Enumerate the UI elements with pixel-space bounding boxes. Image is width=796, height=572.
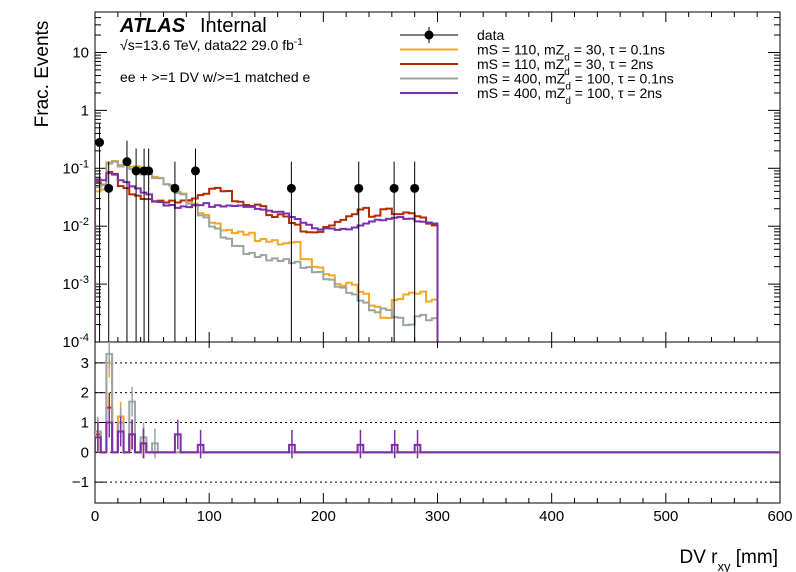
y-tick-exp: -3 [79, 274, 89, 286]
atlas-status: Internal [200, 15, 267, 37]
ratio-tick-label: −1 [72, 474, 89, 491]
data-point [95, 137, 105, 147]
energy-label: √s=13.6 TeV, data22 29.0 fb-1 [120, 37, 303, 54]
ratio-tick-label: 0 [81, 444, 89, 461]
y-tick-exp: -1 [79, 158, 89, 170]
y-tick-label: 10-2 [63, 216, 89, 235]
ratio-series-line [95, 352, 780, 454]
data-point [170, 183, 180, 193]
selection-label: ee + >=1 DV w/>=1 matched e [120, 69, 311, 85]
legend-label-part: = 30, τ = 2ns [570, 56, 653, 72]
x-tick-label: 0 [91, 508, 99, 525]
legend-label-sub: d [565, 96, 571, 107]
legend-label: mS = 400, mZd = 100, τ = 2ns [477, 85, 662, 107]
series-line [95, 160, 439, 342]
x-tick-label: 400 [539, 508, 564, 525]
series-line [95, 172, 439, 342]
legend-label-part: mS = 400, mZ [477, 85, 566, 101]
labels: Frac. Events DV rxy [mm] ATLAS Internal … [32, 15, 778, 572]
x-tick-label: 600 [767, 508, 792, 525]
x-tick-label: 500 [653, 508, 678, 525]
legend-label-part: = 30, τ = 0.1ns [570, 42, 665, 58]
series-group [95, 123, 439, 342]
y-tick-label: 1 [81, 102, 89, 119]
y-tick-base: 10 [63, 218, 80, 235]
legend-label-sub: d [564, 52, 570, 63]
ratio-tick-label: 2 [81, 385, 89, 402]
data-point [354, 183, 364, 193]
y-tick-base: 10 [63, 334, 80, 351]
ratio-group [95, 342, 780, 459]
ratio-frame [94, 341, 781, 504]
data-point [410, 183, 420, 193]
legend-label-sub: d [564, 67, 570, 78]
legend-label: mS = 110, mZd = 30, τ = 0.1ns [477, 42, 665, 64]
legend-label-part: = 100, τ = 2ns [571, 85, 662, 101]
legend-label: mS = 400, mZd = 100, τ = 0.1ns [477, 71, 674, 93]
data-point [104, 183, 114, 193]
x-tick-label: 300 [425, 508, 450, 525]
y-tick-exp: -2 [79, 216, 89, 228]
legend-label-part: mS = 400, mZ [477, 71, 566, 87]
legend-label-part: mS = 110, mZ [477, 42, 565, 58]
ratio-series-line [95, 361, 780, 454]
y-tick-label: 10-3 [63, 274, 89, 293]
legend-label-data: data [477, 27, 504, 43]
data-point [144, 166, 154, 176]
y-tick-label: 10-1 [63, 158, 89, 177]
x-axis-label: DV rxy [mm] [680, 547, 779, 572]
legend-label-sub: d [565, 81, 571, 92]
legend-label: mS = 110, mZd = 30, τ = 2ns [477, 56, 653, 78]
y-tick-label: 10 [72, 44, 89, 61]
ratio-series-line [95, 421, 780, 454]
atlas-label: ATLAS [119, 15, 186, 37]
legend-label-part: = 100, τ = 0.1ns [571, 71, 674, 87]
y-tick-label: 10-4 [63, 332, 89, 351]
x-tick-label: 100 [197, 508, 222, 525]
ratio-tick-label: 1 [81, 415, 89, 432]
y-tick-exp: -4 [79, 332, 89, 344]
legend-label-part: mS = 110, mZ [477, 56, 565, 72]
y-axis-label: Frac. Events [32, 21, 53, 128]
data-point [389, 183, 399, 193]
y-tick-base: 10 [63, 276, 80, 293]
series-line [95, 160, 439, 342]
data-point [122, 157, 132, 167]
x-tick-label: 200 [311, 508, 336, 525]
ratio-tick-label: 3 [81, 355, 89, 372]
data-point [131, 166, 141, 176]
y-tick-base: 10 [63, 160, 80, 177]
data-point [190, 166, 200, 176]
data-point [286, 183, 296, 193]
